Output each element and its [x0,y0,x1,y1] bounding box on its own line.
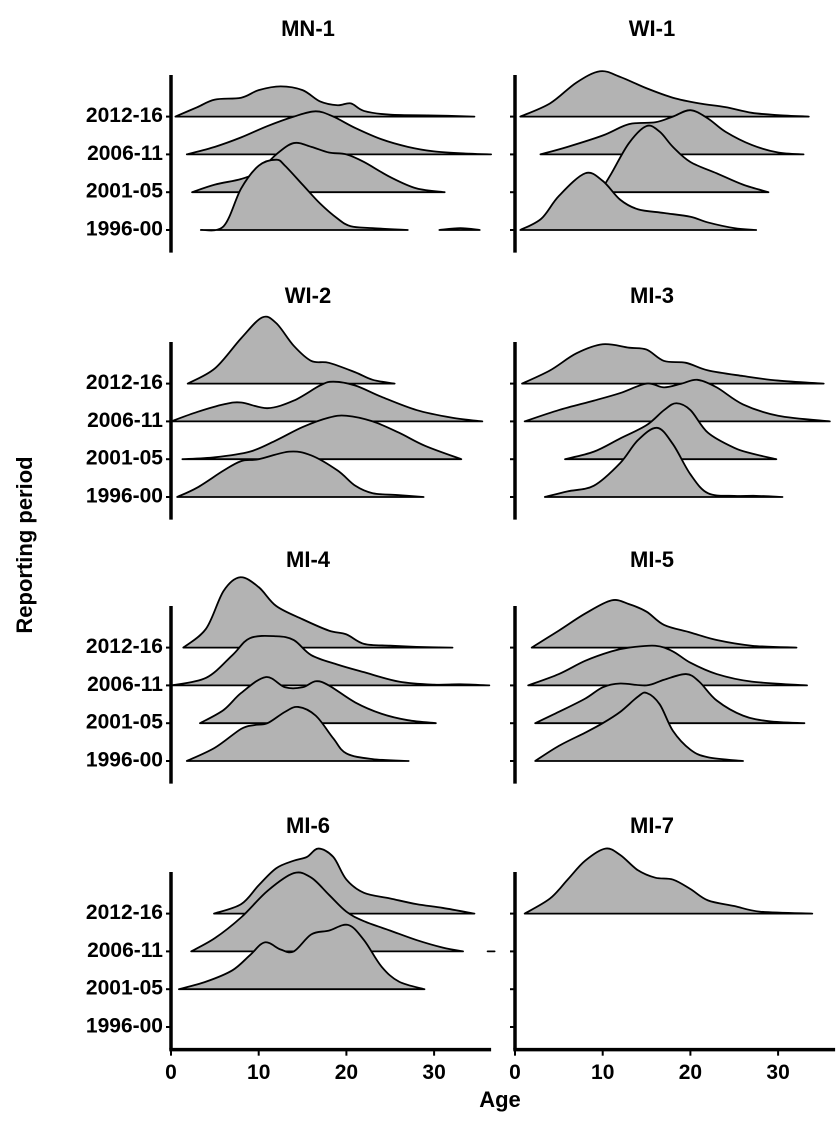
y-tick-label: 2006-11 [87,939,163,962]
ridge [185,110,493,156]
y-tick-label: 1996-00 [86,485,163,508]
ridge [199,676,437,725]
x-tick-label: 20 [679,1061,702,1084]
ridge [539,109,805,156]
ridge [170,380,484,423]
y-tick-label: 1996-00 [86,218,163,241]
ridge [213,847,476,915]
x-tick-label: 10 [247,1061,270,1084]
panel-title: WI-1 [629,16,675,41]
y-tick-label: 2006-11 [87,673,163,696]
y-tick-label: 2001-05 [86,447,163,470]
ridge [519,171,758,231]
ridge [181,414,463,461]
x-tick-label: 0 [509,1061,521,1084]
y-tick-label: 1996-00 [86,749,163,772]
y-tick-label: 2001-05 [86,977,163,1000]
x-axis-label: Age [479,1087,521,1112]
panel-title: WI-2 [285,283,331,308]
ridge [186,315,396,385]
ridge [523,847,814,915]
y-tick-label: 2001-05 [86,180,163,203]
y-tick-label: 2012-16 [86,371,163,394]
panel-title: MI-3 [630,283,674,308]
ridge [530,599,798,649]
ridge [185,705,410,762]
ridge [176,450,425,498]
ridge [521,343,825,385]
ridge [534,673,806,725]
x-tick-label: 30 [766,1061,789,1084]
y-tick-label: 2001-05 [86,711,163,734]
ridge [199,158,481,232]
ridge [523,378,831,423]
ridge [519,70,810,118]
x-tick-label: 20 [335,1061,358,1084]
ridge [170,634,491,687]
y-tick-label: 1996-00 [86,1015,163,1038]
x-tick-label: 10 [591,1061,614,1084]
ridge [534,691,744,762]
panel-title: MI-6 [286,813,330,838]
y-tick-label: 2012-16 [86,104,163,127]
y-axis-label: Reporting period [12,456,37,633]
ridge [177,923,426,991]
y-tick-label: 2006-11 [87,142,163,165]
y-tick-label: 2012-16 [86,901,163,924]
ridge [182,576,454,649]
y-tick-label: 2012-16 [86,635,163,658]
ridge [543,426,784,498]
x-tick-label: 0 [165,1061,177,1084]
panel-title: MI-5 [630,547,674,572]
x-tick-label: 30 [422,1061,445,1084]
ridge [564,402,778,461]
y-tick-label: 2006-11 [87,409,163,432]
ridge [174,85,476,118]
ridge [190,871,496,953]
panel-title: MI-7 [630,813,674,838]
ridge [599,124,770,194]
panel-title: MI-4 [286,547,331,572]
ridge [527,644,808,687]
panel-title: MN-1 [281,16,335,41]
